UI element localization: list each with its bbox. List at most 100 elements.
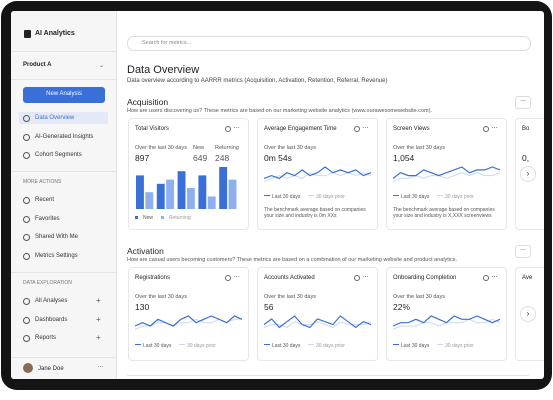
metric-card: Onboarding Completion … Over the last 30 d…: [386, 267, 507, 361]
info-icon: [225, 275, 231, 281]
mini-chart: [392, 166, 501, 182]
card-title: Registrations: [135, 275, 171, 281]
add-icon: +: [96, 296, 101, 305]
brand: AI Analytics: [35, 30, 75, 37]
benchmark-note: The benchmark average based on companies…: [264, 207, 366, 219]
nav-item[interactable]: Dashboards: [35, 316, 68, 323]
section-title: Activation: [127, 246, 164, 256]
line-series: [263, 315, 372, 329]
more-button[interactable]: …: [515, 245, 531, 258]
section-title: MORE ACTIONS: [23, 179, 62, 185]
line-series: [263, 166, 372, 180]
period-label: Over the last 30 days: [135, 145, 187, 151]
device-frame: AI Analytics Product A ⌄ New Analysis Data O…: [1, 1, 552, 390]
product-select[interactable]: Product A: [23, 62, 52, 68]
button-label: New Analysis: [46, 91, 82, 97]
divider: [11, 79, 116, 80]
nav-item[interactable]: Metrics Settings: [35, 252, 78, 259]
line-series: [134, 318, 242, 330]
line-series: [392, 166, 501, 179]
search-bar[interactable]: Search for metrics...: [127, 36, 531, 51]
metric-card: Accounts Activated … Over the last 30 days…: [257, 267, 378, 361]
bar: [186, 188, 195, 209]
stat-label: New: [193, 145, 205, 151]
nav-item[interactable]: AI-Generated Insights: [35, 133, 94, 140]
icon: [23, 335, 30, 342]
legend-label: 30 days prior: [316, 194, 345, 200]
info-icon: [225, 126, 231, 132]
legend-label: Last 30 days: [272, 343, 301, 349]
scroll-right-button[interactable]: ›: [520, 166, 536, 182]
icon: [23, 133, 30, 141]
page-subtitle: Data overview according to AARRR metrics…: [127, 78, 388, 84]
card-menu[interactable]: …: [233, 272, 240, 279]
more-icon: …: [97, 362, 104, 369]
sidebar: AI Analytics Product A ⌄ New Analysis Data O…: [11, 11, 117, 379]
period-label: Over the last 30 days: [135, 294, 187, 300]
card-menu[interactable]: …: [491, 272, 498, 279]
card-menu[interactable]: …: [233, 123, 240, 130]
more-button[interactable]: …: [515, 96, 531, 109]
stat-value: 56: [264, 302, 274, 312]
legend-swatch: [264, 344, 270, 345]
nav-active-bg: [19, 112, 108, 124]
bar: [156, 183, 165, 209]
icon: [23, 152, 30, 159]
legend-swatch: [393, 344, 399, 345]
divider: [11, 272, 116, 273]
card-menu[interactable]: …: [362, 272, 369, 279]
nav-item[interactable]: Shared With Me: [35, 234, 79, 240]
add-icon: +: [96, 333, 101, 342]
info-icon: [354, 275, 360, 281]
legend-swatch: [264, 195, 270, 196]
nav-item[interactable]: Favorites: [35, 215, 60, 222]
card-menu[interactable]: …: [491, 123, 498, 130]
divider: [11, 171, 116, 172]
nav-item[interactable]: Cohort Segments: [35, 152, 82, 158]
legend-label: Last 30 days: [143, 343, 172, 349]
avatar: [23, 363, 33, 373]
stat-value: 897: [135, 153, 150, 163]
bar: [198, 175, 207, 209]
nav-item[interactable]: All Analyses: [35, 298, 68, 304]
stat-value: 649: [193, 153, 208, 163]
legend-label: Last 30 days: [401, 194, 430, 200]
mini-chart: [134, 315, 243, 330]
section-description: How are casual users becoming customers?…: [127, 257, 458, 263]
legend-swatch: [308, 344, 314, 345]
line-series: [392, 172, 501, 182]
info-icon: [354, 126, 360, 132]
icon: [23, 252, 30, 260]
legend-label: 30 days prior: [316, 343, 345, 349]
metric-card: Total Visitors … Over the last 30 days 897 N…: [128, 118, 249, 230]
legend-swatch: [179, 344, 185, 345]
divider: [127, 375, 529, 376]
mini-chart: [136, 167, 237, 209]
line-series: [392, 315, 501, 327]
info-icon: [483, 126, 489, 132]
mini-chart: [263, 315, 372, 329]
legend-label: Last 30 days: [272, 194, 301, 200]
legend-swatch: [135, 216, 138, 219]
nav-item[interactable]: Data Overview: [35, 115, 75, 121]
legend-swatch: [393, 195, 399, 196]
bar: [219, 167, 228, 209]
search-placeholder: Search for metrics...: [142, 40, 192, 46]
add-icon: +: [96, 314, 101, 324]
legend-label: 30 days prior: [187, 343, 216, 349]
legend-label: 30 days prior: [445, 343, 474, 349]
period-label: Over the last 30 days: [393, 294, 445, 300]
card-menu[interactable]: …: [362, 123, 369, 130]
stat-value: 130: [135, 302, 150, 312]
stat-value: 248: [215, 153, 230, 163]
nav-item[interactable]: Recent: [35, 197, 55, 203]
benchmark-note: The benchmark average based on companies…: [393, 207, 495, 219]
new-analysis-button[interactable]: New Analysis: [23, 87, 105, 103]
nav-item[interactable]: Reports: [35, 335, 57, 341]
chevron: ⌄: [99, 63, 105, 69]
user-name[interactable]: Jane Doe: [38, 366, 64, 372]
legend-label: 30 days prior: [445, 194, 474, 200]
scroll-right-button[interactable]: ›: [520, 306, 536, 322]
stat-value: 22%: [393, 302, 411, 312]
card-title: Onboarding Completion: [393, 275, 457, 281]
